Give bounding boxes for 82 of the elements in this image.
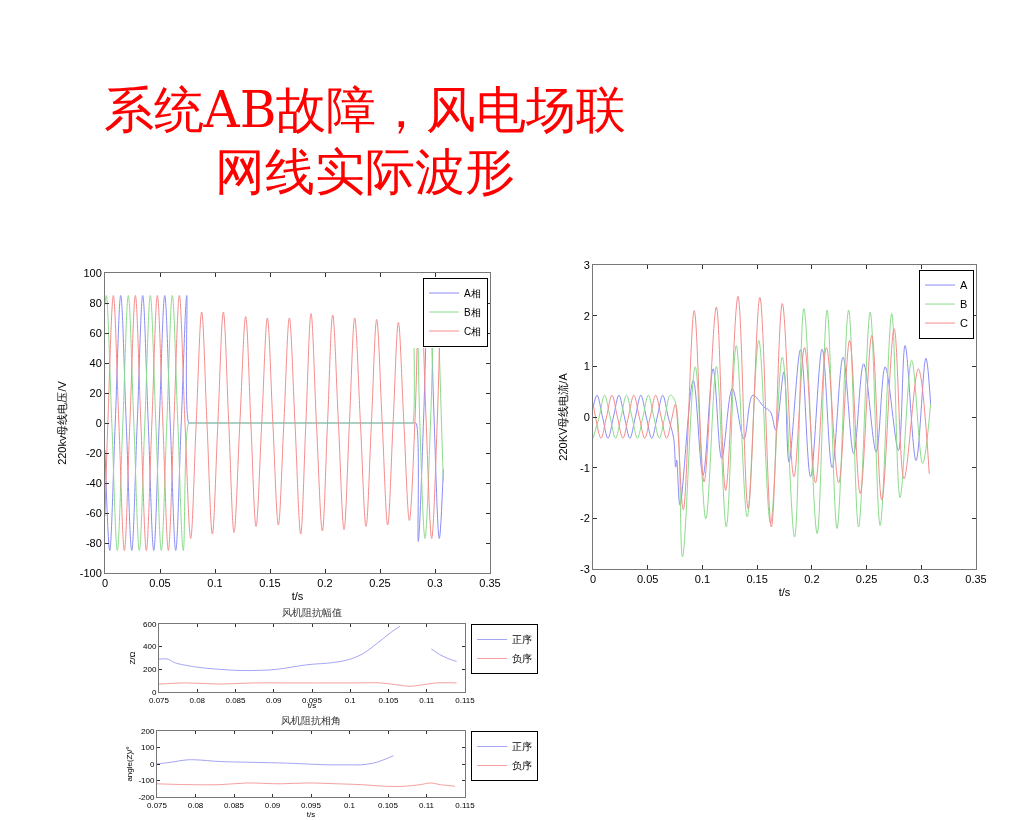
y-tick-label: -3 [580, 562, 590, 575]
y-tick-label: 0 [583, 410, 590, 423]
x-tick-label: 0.25 [855, 573, 878, 586]
x-tick-label: 0.095 [300, 800, 322, 810]
x-tick-label: 0.2 [804, 573, 820, 586]
y-tick-label: 600 [143, 619, 157, 629]
x-tick-label: 0.1 [694, 573, 711, 586]
y-tick-label: -60 [85, 506, 102, 519]
line-series [157, 755, 394, 766]
chart-title: 风机阻抗相角 [281, 715, 341, 726]
x-tick-label: 0.075 [148, 695, 170, 705]
y-tick-label: -100 [79, 566, 102, 579]
x-tick-label: 0.05 [637, 573, 659, 586]
x-tick-label: 0.3 [913, 573, 929, 586]
x-axis-title: t/s [778, 586, 791, 599]
y-tick-label: 2 [583, 309, 590, 322]
x-tick-label: 0.35 [479, 577, 501, 590]
y-tick-label: 60 [89, 326, 102, 339]
x-tick-label: 0.11 [419, 695, 435, 705]
x-tick-label: 0.105 [378, 695, 400, 705]
x-tick-label: 0.11 [419, 800, 435, 810]
x-tick-label: 0.05 [149, 577, 171, 590]
chart-title: 风机阻抗幅值 [282, 607, 342, 618]
legend-label: A相 [464, 287, 481, 299]
x-axis-title: t/s [306, 809, 316, 819]
x-tick-label: 0.105 [377, 800, 399, 810]
y-tick-label: 40 [89, 356, 102, 369]
y-tick-label: -200 [138, 792, 155, 802]
legend-label: C相 [464, 325, 482, 337]
y-tick-label: 3 [583, 258, 590, 271]
y-tick-label: -1 [580, 461, 590, 474]
line-series [593, 345, 932, 506]
y-tick-label: 400 [143, 642, 157, 652]
legend-label: 负序 [512, 760, 533, 772]
x-tick-label: 0.085 [225, 695, 247, 705]
y-axis-title: 220kv母线电压/V [56, 380, 69, 465]
x-tick-label: 0.1 [207, 577, 223, 590]
y-tick-label: -2 [580, 512, 590, 525]
legend-label: 正序 [512, 634, 533, 646]
x-tick-label: 0.09 [264, 800, 281, 810]
text: 系统AB故障，风电场联网线实际波形 [102, 80, 628, 203]
y-tick-label: 100 [83, 266, 102, 279]
x-tick-label: 0.085 [223, 800, 245, 810]
legend-label: 负序 [512, 653, 533, 665]
x-tick-label: 0.35 [965, 573, 987, 586]
x-axis-title: t/s [291, 590, 304, 603]
x-tick-label: 0.15 [746, 573, 768, 586]
x-tick-label: 0.1 [343, 800, 356, 810]
line-series [593, 308, 932, 558]
legend-label: 正序 [512, 741, 533, 753]
x-tick-label: 0.115 [455, 695, 476, 705]
y-tick-label: -80 [85, 536, 102, 549]
y-axis-title: Z/Ω [127, 651, 137, 665]
y-tick-label: -20 [85, 446, 102, 459]
y-tick-label: 200 [141, 726, 155, 736]
x-tick-label: 0.3 [427, 577, 443, 590]
x-tick-label: 0.08 [189, 695, 206, 705]
y-tick-label: 0 [151, 687, 157, 697]
x-tick-label: 0.075 [146, 800, 168, 810]
legend-label: B [960, 298, 968, 311]
x-tick-label: 0.2 [317, 577, 333, 590]
y-tick-label: 80 [89, 296, 102, 309]
y-tick-label: -100 [138, 776, 155, 786]
legend-label: A [960, 279, 969, 292]
y-tick-label: 100 [141, 743, 155, 753]
x-tick-label: 0.1 [344, 695, 357, 705]
y-tick-label: 200 [143, 665, 157, 675]
line-series [593, 295, 930, 528]
y-tick-label: 0 [95, 416, 102, 429]
y-axis-title: 220KV母线电流/A [556, 372, 569, 461]
y-tick-label: 20 [89, 386, 102, 399]
x-tick-label: 0.25 [369, 577, 391, 590]
x-tick-label: 0.15 [259, 577, 281, 590]
y-tick-label: 1 [583, 360, 590, 373]
x-tick-label: 0.08 [187, 800, 204, 810]
x-tick-label: 0.09 [265, 695, 283, 705]
legend-label: C [960, 317, 969, 330]
y-axis-title: angle(Z)/° [125, 746, 135, 782]
legend-label: B相 [464, 306, 481, 318]
y-tick-label: 0 [149, 759, 155, 769]
y-tick-label: -40 [85, 476, 102, 489]
x-tick-label: 0.115 [455, 800, 476, 810]
